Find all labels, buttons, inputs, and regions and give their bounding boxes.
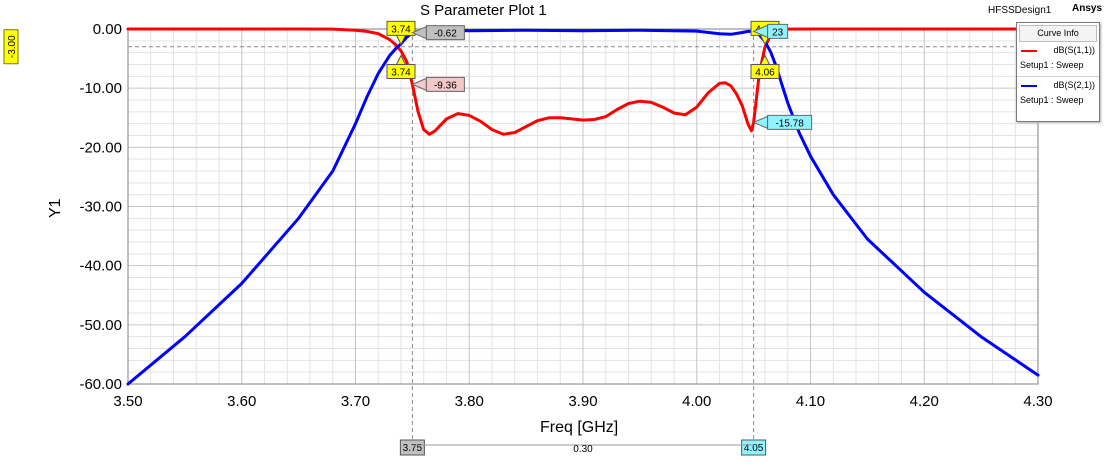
x-tick-label: 3.80	[455, 393, 484, 410]
legend-series-name: dB(S(1,1))	[1053, 45, 1095, 55]
x-tick-label: 3.90	[568, 393, 597, 410]
vertical-marker-lines: 3.75 4.05 0.30	[399, 29, 767, 456]
plot-frame	[127, 28, 1039, 385]
marker-flag: 3.74	[386, 20, 416, 46]
value-callout-box	[425, 25, 465, 41]
reference-line-label: -3.00	[7, 35, 18, 58]
value-callout: -0.62	[411, 25, 465, 41]
x-axis-label: Freq [GHz]	[540, 419, 618, 436]
delta-label: 0.30	[573, 444, 593, 455]
legend-series-setup: Setup1 : Sweep	[1020, 95, 1084, 105]
legend-entry-s21[interactable]: dB(S(2,1)) Setup1 : Sweep	[1017, 77, 1099, 111]
legend-entry-s11[interactable]: dB(S(1,1)) Setup1 : Sweep	[1017, 42, 1099, 77]
marker-x-badge	[741, 439, 767, 456]
legend-series-name: dB(S(2,1))	[1053, 80, 1095, 90]
y-tick-label: -60.00	[79, 376, 122, 393]
value-callout-label: -0.62	[434, 29, 457, 40]
series-line-s11	[126, 27, 1040, 136]
x-tick-label: 3.50	[113, 393, 142, 410]
design-name: HFSSDesign1	[988, 5, 1052, 16]
value-callout: -9.36	[411, 76, 465, 92]
marker-flag: 4.06	[750, 54, 780, 79]
value-callout-label: -15.78	[775, 118, 804, 129]
reference-line-group: -3.00	[3, 29, 1038, 65]
brand-logo: Ansys	[1072, 3, 1102, 14]
marker-badge	[750, 64, 780, 79]
legend-title: Curve Info	[1019, 25, 1097, 42]
marker-label: 4.06	[755, 68, 775, 79]
value-callout-label: 23	[772, 27, 784, 38]
y-tick-label: 0.00	[93, 21, 122, 38]
marker-flag: 3.74	[386, 54, 416, 79]
x-tick-label: 4.20	[910, 393, 939, 410]
value-callout-pointer	[752, 115, 769, 130]
value-callout: -15.78	[752, 114, 813, 130]
marker-x-label: 3.75	[403, 443, 423, 454]
legend-series-setup: Setup1 : Sweep	[1020, 60, 1084, 70]
value-callout-label: -9.36	[434, 80, 457, 91]
marker-badge	[386, 20, 416, 36]
y-tick-label: -50.00	[79, 317, 122, 334]
y-tick-label: -40.00	[79, 258, 122, 275]
x-tick-label: 4.30	[1023, 393, 1052, 410]
reference-line-badge	[3, 29, 19, 65]
marker-badge	[386, 64, 416, 79]
y-axis-label: Y1	[47, 198, 64, 218]
value-callout-box	[767, 23, 789, 39]
x-tick-label: 3.70	[341, 393, 370, 410]
value-callout-box	[425, 76, 465, 92]
grid	[127, 28, 1039, 385]
marker-x-label: 4.05	[744, 443, 764, 454]
legend-swatch-s21	[1021, 85, 1037, 87]
marker-x-badge	[399, 439, 425, 456]
y-tick-label: -30.00	[79, 199, 122, 216]
tick-labels: 3.50 3.60 3.70 3.80 3.90 4.00 4.10 4.20 4.30 0.00…	[79, 21, 1052, 410]
y-tick-label: -20.00	[79, 139, 122, 156]
chart-title: S Parameter Plot 1	[420, 2, 547, 19]
x-tick-label: 3.60	[227, 393, 256, 410]
legend[interactable]: Curve Info dB(S(1,1)) Setup1 : Sweep dB(…	[1016, 22, 1100, 122]
marker-label: 3.74	[391, 68, 411, 79]
x-tick-label: 4.10	[796, 393, 825, 410]
y-tick-label: -10.00	[79, 80, 122, 97]
value-callout: 23	[752, 23, 789, 39]
marker-label: 3.74	[391, 24, 411, 35]
legend-swatch-s11	[1021, 50, 1037, 52]
x-tick-label: 4.00	[682, 393, 711, 410]
value-callout-box	[767, 114, 813, 130]
